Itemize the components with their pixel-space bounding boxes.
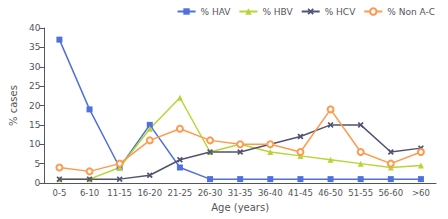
- svg-text:Age (years): Age (years): [211, 202, 269, 213]
- svg-text:15: 15: [29, 120, 40, 130]
- svg-text:>60: >60: [412, 188, 430, 198]
- svg-text:40: 40: [29, 23, 41, 33]
- svg-text:31-35: 31-35: [228, 188, 253, 198]
- svg-text:% Non A-C: % Non A-C: [387, 7, 435, 17]
- svg-text:26-30: 26-30: [198, 188, 223, 198]
- svg-text:% HBV: % HBV: [262, 7, 293, 17]
- svg-text:16-20: 16-20: [137, 188, 162, 198]
- svg-text:5: 5: [35, 159, 41, 169]
- svg-text:51-55: 51-55: [348, 188, 373, 198]
- svg-text:% cases: % cases: [8, 85, 19, 126]
- svg-text:% HAV: % HAV: [201, 7, 232, 17]
- svg-text:0-5: 0-5: [52, 188, 66, 198]
- svg-text:56-60: 56-60: [378, 188, 403, 198]
- svg-text:6-10: 6-10: [80, 188, 99, 198]
- svg-text:35: 35: [29, 42, 40, 52]
- svg-text:36-40: 36-40: [258, 188, 283, 198]
- svg-text:21-25: 21-25: [168, 188, 193, 198]
- svg-text:10: 10: [29, 139, 41, 149]
- svg-text:0: 0: [35, 178, 41, 188]
- svg-text:11-15: 11-15: [107, 188, 132, 198]
- svg-text:41-45: 41-45: [288, 188, 313, 198]
- svg-text:46-50: 46-50: [318, 188, 343, 198]
- svg-text:20: 20: [29, 101, 41, 111]
- svg-text:30: 30: [29, 62, 41, 72]
- svg-text:% HCV: % HCV: [325, 7, 356, 17]
- svg-text:25: 25: [29, 81, 40, 91]
